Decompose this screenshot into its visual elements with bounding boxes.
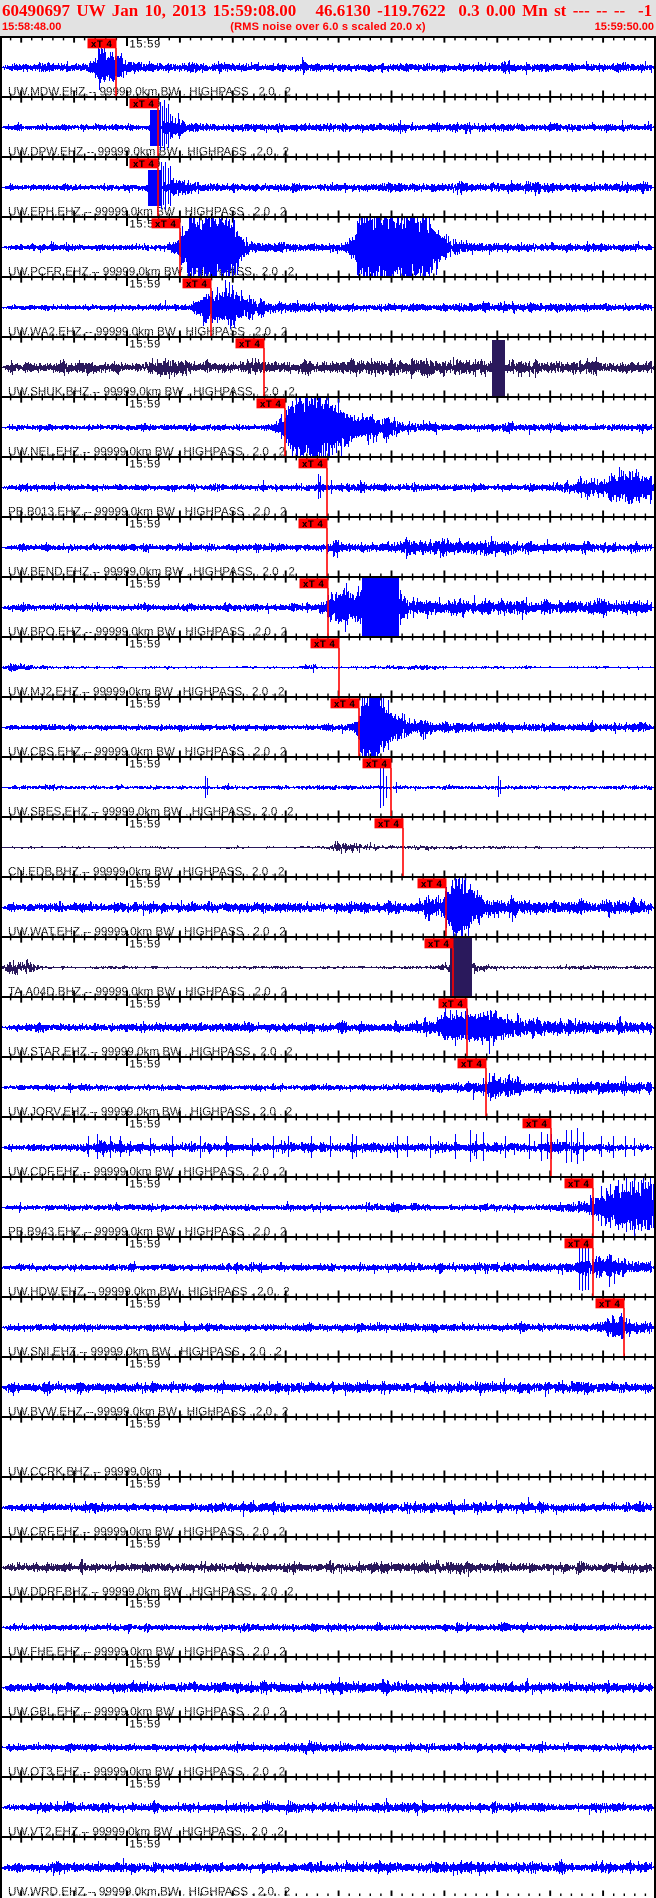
svg-text:15:59: 15:59 bbox=[130, 1719, 162, 1731]
svg-text:UW.MDW.EHZ.-- 99999.0km BW . H: UW.MDW.EHZ.-- 99999.0km BW . HIGHPASS . … bbox=[8, 86, 291, 98]
svg-text:UW.BPO.EHZ.-- 99999.0km BW . H: UW.BPO.EHZ.-- 99999.0km BW . HIGHPASS . … bbox=[8, 626, 287, 638]
svg-text:xT 4: xT 4 bbox=[155, 219, 177, 230]
svg-text:15:59: 15:59 bbox=[130, 1599, 162, 1611]
svg-text:UW.SNI.EHZ.-- 99999.0km BW . H: UW.SNI.EHZ.-- 99999.0km BW . HIGHPASS . … bbox=[8, 1346, 282, 1358]
svg-text:xT 4: xT 4 bbox=[91, 39, 113, 50]
svg-text:CN.EDB.BHZ.-- 99999.0km BW . H: CN.EDB.BHZ.-- 99999.0km BW . HIGHPASS . … bbox=[8, 866, 284, 878]
svg-text:PB.B013.EHZ.-- 99999.0km BW .: PB.B013.EHZ.-- 99999.0km BW . HIGHPASS .… bbox=[8, 506, 286, 518]
svg-text:UW.PCFR.EHZ.-- 99999.0km BW .: UW.PCFR.EHZ.-- 99999.0km BW . HIGHPASS .… bbox=[8, 266, 294, 278]
svg-text:UW.GBL.EHZ.-- 99999.0km BW . H: UW.GBL.EHZ.-- 99999.0km BW . HIGHPASS . … bbox=[8, 1706, 286, 1718]
svg-text:xT 4: xT 4 bbox=[378, 819, 400, 830]
svg-text:xT 4: xT 4 bbox=[302, 519, 324, 530]
svg-text:15:59: 15:59 bbox=[130, 1479, 162, 1491]
svg-text:15:59: 15:59 bbox=[130, 39, 162, 51]
svg-text:xT 4: xT 4 bbox=[421, 879, 443, 890]
svg-text:15:59: 15:59 bbox=[130, 1239, 162, 1251]
svg-text:UW.WRD.EHZ.-- 99999.0km BW . H: UW.WRD.EHZ.-- 99999.0km BW . HIGHPASS . … bbox=[8, 1886, 290, 1898]
svg-text:xT 4: xT 4 bbox=[599, 1299, 621, 1310]
svg-text:15:59: 15:59 bbox=[130, 399, 162, 411]
svg-text:15:59: 15:59 bbox=[130, 939, 162, 951]
svg-text:UW.EPH.EHZ.-- 99999.0km BW . H: UW.EPH.EHZ.-- 99999.0km BW . HIGHPASS . … bbox=[8, 206, 286, 218]
svg-text:xT 4: xT 4 bbox=[186, 279, 208, 290]
svg-text:xT 4: xT 4 bbox=[314, 639, 336, 650]
svg-text:TA.A04D.BHZ.-- 99999.0km BW .: TA.A04D.BHZ.-- 99999.0km BW . HIGHPASS .… bbox=[8, 986, 287, 998]
svg-text:UW.MJ2.EHZ.-- 99999.0km BW . H: UW.MJ2.EHZ.-- 99999.0km BW . HIGHPASS . … bbox=[8, 686, 284, 698]
svg-text:15:59: 15:59 bbox=[130, 1779, 162, 1791]
svg-text:xT 4: xT 4 bbox=[133, 99, 155, 110]
svg-text:UW.VT2.EHZ.-- 99999.0km BW . H: UW.VT2.EHZ.-- 99999.0km BW . HIGHPASS . … bbox=[8, 1826, 284, 1838]
svg-text:xT 4: xT 4 bbox=[526, 1119, 548, 1130]
svg-text:UW.WA2.EHZ.-- 99999.0km BW . H: UW.WA2.EHZ.-- 99999.0km BW . HIGHPASS . … bbox=[8, 326, 287, 338]
svg-text:15:59: 15:59 bbox=[130, 1839, 162, 1851]
svg-text:UW.SBES.EHZ.-- 99999.0km BW .: UW.SBES.EHZ.-- 99999.0km BW . HIGHPASS .… bbox=[8, 806, 294, 818]
svg-text:15:59: 15:59 bbox=[130, 1359, 162, 1371]
svg-text:15:59: 15:59 bbox=[130, 1539, 162, 1551]
svg-text:15:59: 15:59 bbox=[130, 1299, 162, 1311]
svg-text:UW.HDW.EHZ.-- 99999.0km BW . H: UW.HDW.EHZ.-- 99999.0km BW . HIGHPASS . … bbox=[8, 1286, 290, 1298]
svg-text:xT 4: xT 4 bbox=[428, 939, 450, 950]
svg-text:xT 4: xT 4 bbox=[334, 699, 356, 710]
svg-text:15:59: 15:59 bbox=[130, 519, 162, 531]
svg-text:UW.FHE.EHZ.-- 99999.0km BW . H: UW.FHE.EHZ.-- 99999.0km BW . HIGHPASS . … bbox=[8, 1646, 286, 1658]
svg-text:15:59: 15:59 bbox=[130, 279, 162, 291]
svg-text:UW.DPW.EHZ.-- 99999.0km BW . H: UW.DPW.EHZ.-- 99999.0km BW . HIGHPASS . … bbox=[8, 146, 289, 158]
svg-text:UW.CBS.EHZ.-- 99999.0km BW . H: UW.CBS.EHZ.-- 99999.0km BW . HIGHPASS . … bbox=[8, 746, 286, 758]
svg-text:15:59: 15:59 bbox=[130, 759, 162, 771]
svg-text:15:59: 15:59 bbox=[130, 639, 162, 651]
svg-text:xT 4: xT 4 bbox=[302, 459, 324, 470]
svg-text:UW.OT3.EHZ.-- 99999.0km BW . H: UW.OT3.EHZ.-- 99999.0km BW . HIGHPASS . … bbox=[8, 1766, 285, 1778]
svg-text:15:59: 15:59 bbox=[130, 459, 162, 471]
svg-text:xT 4: xT 4 bbox=[568, 1239, 590, 1250]
svg-text:UW.DDRF.BHZ.-- 99999.0km BW .: UW.DDRF.BHZ.-- 99999.0km BW . HIGHPASS .… bbox=[8, 1586, 294, 1598]
svg-text:UW.CDF.EHZ.-- 99999.0km BW . H: UW.CDF.EHZ.-- 99999.0km BW . HIGHPASS . … bbox=[8, 1166, 285, 1178]
svg-text:UW.CCRK.BHZ.-- 99999.0km: UW.CCRK.BHZ.-- 99999.0km bbox=[8, 1466, 162, 1478]
svg-text:xT 4: xT 4 bbox=[461, 1059, 483, 1070]
svg-text:xT 4: xT 4 bbox=[133, 159, 155, 170]
svg-text:15:59: 15:59 bbox=[130, 1059, 162, 1071]
svg-text:15:59: 15:59 bbox=[130, 1419, 162, 1431]
svg-text:xT 4: xT 4 bbox=[239, 339, 261, 350]
svg-text:15:59: 15:59 bbox=[130, 339, 162, 351]
svg-text:UW.NEL.EHZ.-- 99999.0km BW . H: UW.NEL.EHZ.-- 99999.0km BW . HIGHPASS . … bbox=[8, 446, 285, 458]
svg-text:UW.SHUK.BHZ.-- 99999.0km BW .: UW.SHUK.BHZ.-- 99999.0km BW . HIGHPASS .… bbox=[8, 386, 295, 398]
svg-text:xT 4: xT 4 bbox=[303, 579, 325, 590]
svg-text:PB.B943.EHZ.-- 99999.0km BW .: PB.B943.EHZ.-- 99999.0km BW . HIGHPASS .… bbox=[8, 1226, 286, 1238]
svg-text:UW.WAT.EHZ.-- 99999.0km BW . H: UW.WAT.EHZ.-- 99999.0km BW . HIGHPASS . … bbox=[8, 926, 286, 938]
svg-text:15:59: 15:59 bbox=[130, 879, 162, 891]
svg-text:15:59: 15:59 bbox=[130, 1119, 162, 1131]
svg-text:15:59: 15:59 bbox=[130, 699, 162, 711]
svg-text:15:59: 15:59 bbox=[130, 999, 162, 1011]
svg-text:UW.BEND.EHZ.-- 99999.0km BW .: UW.BEND.EHZ.-- 99999.0km BW . HIGHPASS .… bbox=[8, 566, 295, 578]
svg-text:xT 4: xT 4 bbox=[260, 399, 282, 410]
svg-text:UW.CRF.EHZ.-- 99999.0km BW . H: UW.CRF.EHZ.-- 99999.0km BW . HIGHPASS . … bbox=[8, 1526, 285, 1538]
svg-text:xT 4: xT 4 bbox=[442, 999, 464, 1010]
svg-text:15:59: 15:59 bbox=[130, 819, 162, 831]
svg-text:UW.JORV.EHZ.-- 99999.0km BW .: UW.JORV.EHZ.-- 99999.0km BW . HIGHPASS .… bbox=[8, 1106, 292, 1118]
svg-text:15:59: 15:59 bbox=[130, 1179, 162, 1191]
svg-text:UW.STAR.EHZ.-- 99999.0km BW .: UW.STAR.EHZ.-- 99999.0km BW . HIGHPASS .… bbox=[8, 1046, 293, 1058]
svg-text:xT 4: xT 4 bbox=[568, 1179, 590, 1190]
svg-text:15:59: 15:59 bbox=[130, 579, 162, 591]
svg-text:UW.BVW.EHZ.-- 99999.0km BW . H: UW.BVW.EHZ.-- 99999.0km BW . HIGHPASS . … bbox=[8, 1406, 288, 1418]
svg-text:15:59: 15:59 bbox=[130, 1659, 162, 1671]
svg-text:xT 4: xT 4 bbox=[366, 759, 388, 770]
